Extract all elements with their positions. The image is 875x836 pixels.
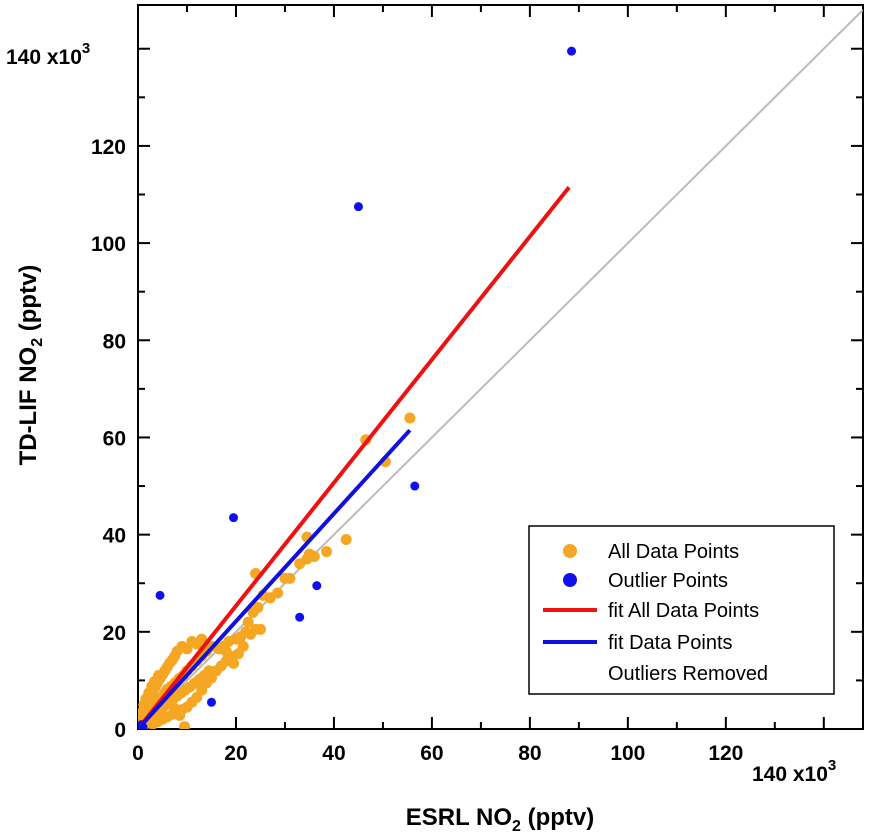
all-data-point bbox=[340, 533, 352, 545]
legend-marker-outlier bbox=[563, 573, 577, 587]
legend-label-all-data: All Data Points bbox=[608, 541, 739, 563]
fit-outliers-removed-line bbox=[138, 428, 412, 729]
y-tick-label: 0 bbox=[114, 719, 126, 742]
axis-ticks bbox=[137, 5, 863, 730]
y-axis-title-base: TD-LIF NO bbox=[15, 347, 42, 466]
all-data-point bbox=[169, 703, 181, 715]
all-data-point bbox=[196, 633, 208, 645]
legend: All Data Points Outlier Points fit All D… bbox=[528, 525, 835, 695]
all-data-point bbox=[284, 572, 296, 584]
outlier-points bbox=[138, 46, 577, 729]
y-tick-label-top-exp: 3 bbox=[82, 40, 90, 57]
legend-label-fit-all: fit All Data Points bbox=[608, 600, 759, 622]
legend-label-outlier: Outlier Points bbox=[608, 570, 728, 592]
y-tick-label: 40 bbox=[103, 525, 126, 548]
outlier-point bbox=[155, 590, 165, 600]
y-tick-label: 60 bbox=[103, 427, 126, 450]
y-tick-label: 20 bbox=[103, 622, 126, 645]
x-axis-title: ESRL NO2 (pptv) bbox=[406, 804, 594, 835]
y-tick-label: 80 bbox=[103, 330, 126, 353]
outlier-point bbox=[353, 202, 363, 212]
plot-frame bbox=[137, 4, 864, 730]
y-tick-labels: 0 20 40 60 80 100 120 140 x103 bbox=[6, 40, 126, 742]
all-data-point bbox=[294, 558, 306, 570]
x-tick-label-top-exp: 3 bbox=[828, 757, 836, 774]
x-tick-label: 100 bbox=[610, 742, 645, 765]
outlier-point bbox=[295, 612, 305, 622]
all-data-point bbox=[272, 587, 284, 599]
x-tick-label: 40 bbox=[322, 742, 345, 765]
y-axis-title-suffix: (pptv) bbox=[15, 265, 42, 338]
y-tick-label: 100 bbox=[91, 233, 126, 256]
all-data-point bbox=[321, 546, 333, 558]
y-tick-label-top-base: 140 x10 bbox=[6, 46, 82, 69]
all-data-point bbox=[228, 657, 240, 669]
x-tick-label-top: 140 x103 bbox=[752, 757, 836, 786]
all-data-point bbox=[308, 551, 320, 563]
outlier-point bbox=[567, 46, 577, 56]
x-tick-label: 20 bbox=[224, 742, 247, 765]
legend-label-fit-removed: fit Data Points bbox=[608, 632, 733, 654]
y-axis-title-sub: 2 bbox=[29, 338, 46, 347]
outlier-point bbox=[206, 697, 216, 707]
x-tick-label: 80 bbox=[518, 742, 541, 765]
x-tick-labels: 0 20 40 60 80 100 120 140 x103 bbox=[132, 742, 836, 786]
outlier-point bbox=[410, 481, 420, 491]
fit-all-data-line bbox=[138, 185, 571, 729]
outlier-point bbox=[312, 581, 322, 591]
all-data-point bbox=[254, 623, 266, 635]
y-tick-label: 120 bbox=[91, 136, 126, 159]
x-axis-title-base: ESRL NO bbox=[406, 804, 512, 831]
outlier-point bbox=[229, 513, 239, 523]
x-tick-label: 0 bbox=[132, 742, 144, 765]
all-data-point bbox=[153, 670, 165, 682]
all-data-point bbox=[237, 640, 249, 652]
x-tick-label: 60 bbox=[420, 742, 443, 765]
all-data-point bbox=[242, 616, 254, 628]
x-axis-title-suffix: (pptv) bbox=[521, 804, 594, 831]
all-data-point bbox=[220, 645, 232, 657]
y-tick-label-top: 140 x103 bbox=[6, 40, 90, 69]
x-axis-title-sub: 2 bbox=[512, 818, 521, 835]
legend-marker-all-data bbox=[563, 544, 577, 558]
x-tick-label: 120 bbox=[708, 742, 743, 765]
legend-label-fit-removed-line2: Outliers Removed bbox=[608, 663, 768, 685]
x-tick-label-top-base: 140 x10 bbox=[752, 763, 828, 786]
y-axis-title: TD-LIF NO2 (pptv) bbox=[15, 265, 46, 466]
all-data-point bbox=[404, 412, 416, 424]
all-data-point bbox=[247, 606, 259, 618]
all-data-point bbox=[179, 721, 191, 729]
